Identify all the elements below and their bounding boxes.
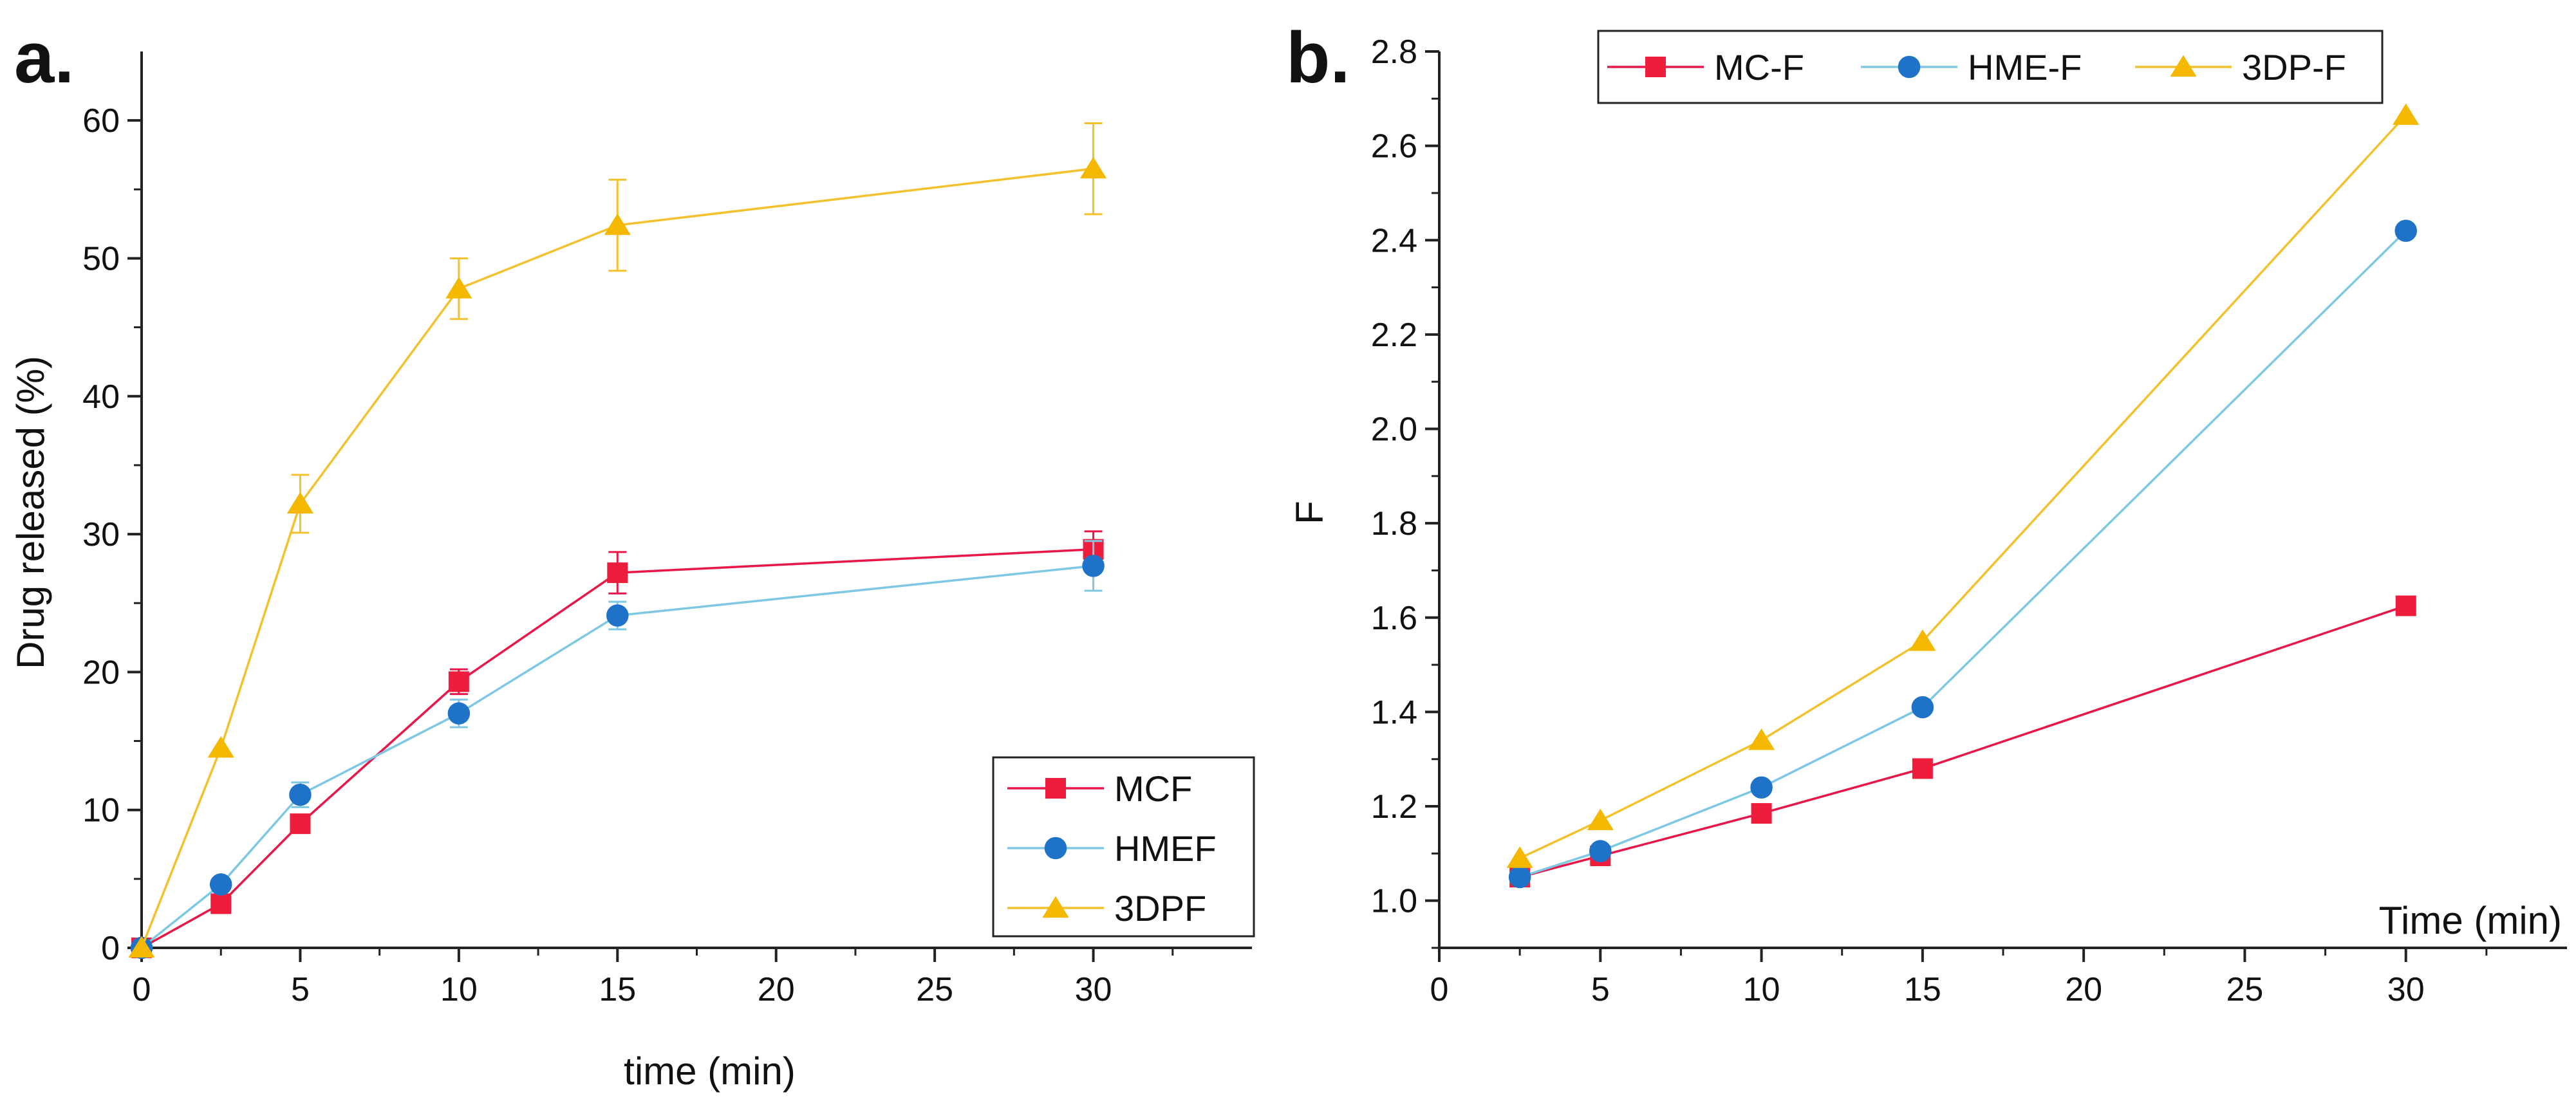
data-point <box>1587 808 1614 831</box>
x-tick-label: 0 <box>1430 971 1449 1008</box>
x-tick-label: 25 <box>916 971 953 1008</box>
legend-label: MC-F <box>1714 47 1804 88</box>
y-tick-label: 2.8 <box>1371 33 1417 71</box>
data-point <box>2394 219 2417 242</box>
series-HME-F <box>1508 219 2417 889</box>
legend-label: 3DP-F <box>2242 47 2346 88</box>
data-point <box>447 702 471 725</box>
data-point <box>2393 103 2420 125</box>
data-point <box>1750 776 1773 799</box>
data-point <box>210 893 232 914</box>
data-point <box>445 277 472 299</box>
data-point <box>1082 555 1105 577</box>
y-axis-label: F <box>1288 501 1331 524</box>
legend-marker <box>1042 896 1069 918</box>
x-tick-label: 15 <box>599 971 636 1008</box>
chart-panel-a: 0 5 10 15 20 25 30 0 10 20 30 40 50 60 time (min) Drug … <box>9 17 1255 1093</box>
y-tick-label: 10 <box>82 792 120 829</box>
y-tick-label: 1.0 <box>1371 883 1417 920</box>
y-tick-label: 2.0 <box>1371 411 1417 449</box>
x-axis-label: Time (min) <box>2379 899 2562 942</box>
x-tick-label: 20 <box>758 971 795 1008</box>
x-tick-label: 0 <box>133 971 151 1008</box>
data-point <box>1751 803 1772 824</box>
data-point <box>1079 156 1107 179</box>
series-line <box>141 548 1094 949</box>
data-point <box>290 813 311 835</box>
y-tick-label: 40 <box>82 378 120 416</box>
x-tick-label: 5 <box>291 971 310 1008</box>
data-point <box>128 936 155 958</box>
data-point <box>1911 696 1934 719</box>
data-point <box>1912 758 1933 779</box>
y-tick-label: 1.2 <box>1371 788 1417 826</box>
x-tick-label: 15 <box>1904 971 1941 1008</box>
data-point <box>1748 728 1775 750</box>
data-point <box>2395 595 2416 616</box>
data-point <box>289 783 312 806</box>
series-line <box>140 564 1094 949</box>
y-tick-label: 1.6 <box>1371 600 1417 637</box>
y-axis-label: Drug released (%) <box>9 356 52 669</box>
x-tick-label: 30 <box>1075 971 1112 1008</box>
series-HMEF <box>130 540 1105 959</box>
legend-label: 3DPF <box>1114 888 1206 929</box>
series-3DPF <box>128 122 1107 958</box>
legend-marker <box>1645 57 1666 77</box>
legend-label: HME-F <box>1968 47 2082 88</box>
data-point <box>286 492 314 514</box>
legend-label: MCF <box>1114 768 1192 809</box>
y-tick-label: 2.4 <box>1371 222 1417 259</box>
data-point <box>1589 840 1612 862</box>
x-tick-label: 5 <box>1591 971 1610 1008</box>
series-line <box>140 167 1094 948</box>
y-tick-label: 2.2 <box>1371 317 1417 354</box>
x-tick-label: 10 <box>440 971 478 1008</box>
y-tick-label: 0 <box>101 930 120 967</box>
chart-panel-b: 0 5 10 15 20 25 30 1.0 1.2 1.4 1.6 1.8 2.0 2.2 2.4 2.6 2… <box>1286 17 2567 1008</box>
legend-label: HMEF <box>1114 828 1217 869</box>
legend-marker <box>2170 55 2197 77</box>
data-point <box>1506 846 1533 868</box>
x-tick-label: 20 <box>2065 971 2102 1008</box>
legend-box <box>1597 30 2384 104</box>
data-point <box>207 736 234 758</box>
legend-marker <box>1044 837 1067 860</box>
y-tick-label: 60 <box>82 102 120 140</box>
y-tick-label: 20 <box>82 654 120 691</box>
x-tick-label: 30 <box>2387 971 2425 1008</box>
y-tick-label: 50 <box>82 240 120 277</box>
data-point <box>1508 865 1531 889</box>
legend: MC-F HME-F 3DP-F <box>1597 30 2384 104</box>
legend-marker <box>1045 778 1066 799</box>
data-point <box>604 213 631 236</box>
series-3DP-F <box>1506 103 2420 868</box>
data-point <box>606 604 629 627</box>
x-axis-label: time (min) <box>624 1050 796 1093</box>
data-point <box>209 873 232 896</box>
panel-letter: a. <box>14 17 74 98</box>
data-point <box>448 671 469 692</box>
y-tick-label: 30 <box>82 516 120 553</box>
x-tick-label: 25 <box>2226 971 2264 1008</box>
y-tick-label: 2.6 <box>1371 128 1417 165</box>
legend: MCF HMEF 3DPF <box>992 756 1255 938</box>
data-point <box>607 562 628 584</box>
legend-marker <box>1898 55 1921 79</box>
x-tick-label: 10 <box>1743 971 1780 1008</box>
data-point <box>1909 629 1936 651</box>
panel-letter: b. <box>1286 17 1350 98</box>
y-tick-label: 1.8 <box>1371 505 1417 542</box>
y-tick-label: 1.4 <box>1371 694 1417 731</box>
